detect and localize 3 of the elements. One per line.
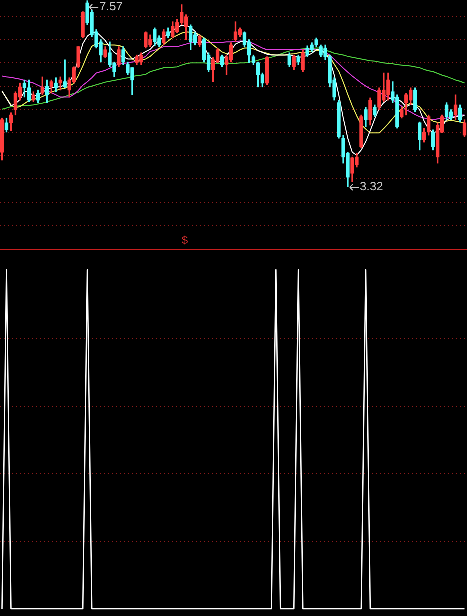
annotation: 7.57 <box>100 0 124 14</box>
text: $ <box>182 235 188 247</box>
annotation: 3.32 <box>360 179 384 194</box>
